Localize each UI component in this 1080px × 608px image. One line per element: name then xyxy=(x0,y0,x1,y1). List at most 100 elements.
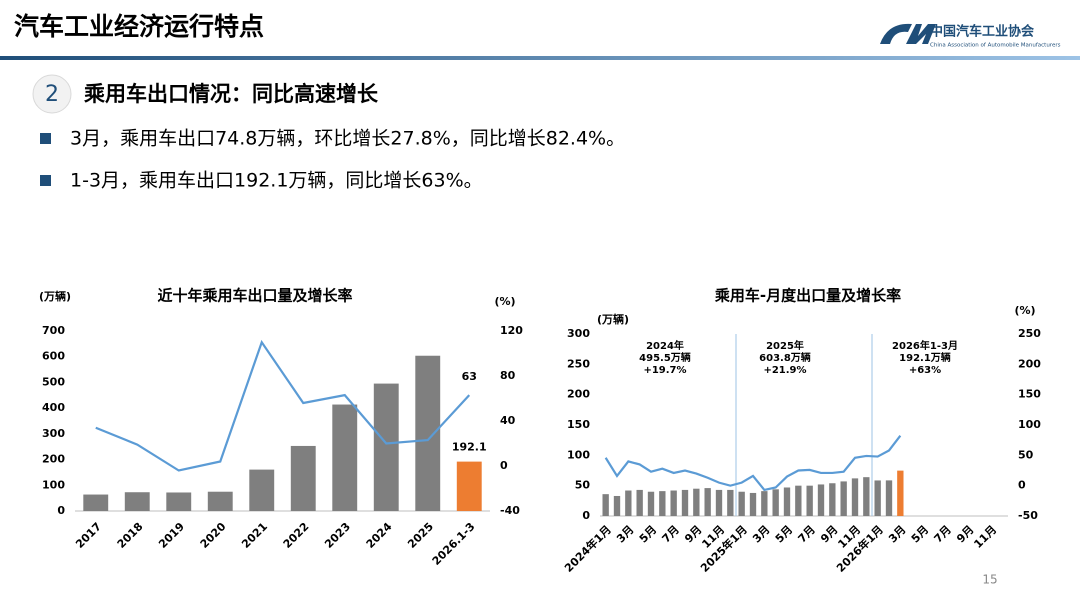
bullet-marker xyxy=(40,175,51,186)
x-tick-label: 2021 xyxy=(239,520,270,551)
bar xyxy=(727,489,734,516)
x-tick-label: 5月 xyxy=(909,523,931,545)
y-axis-unit: (万辆) xyxy=(39,289,71,303)
logo-cn: 中国汽车工业协会 xyxy=(930,24,1035,40)
y2-tick-label: 250 xyxy=(1018,327,1041,340)
bar xyxy=(625,490,632,516)
line-series xyxy=(604,435,902,492)
bar xyxy=(693,488,700,516)
logo-en: China Association of Automobile Manufact… xyxy=(930,43,1061,49)
page-number: 15 xyxy=(982,573,997,587)
y-axis-unit: (万辆) xyxy=(597,312,629,326)
x-tick-label: 2023 xyxy=(322,520,353,551)
y2-tick-label: 100 xyxy=(1018,418,1041,431)
annotation: +19.7% xyxy=(643,365,686,376)
y2-tick-label: -40 xyxy=(500,504,520,517)
x-tick-label: 7月 xyxy=(932,523,954,545)
y2-tick-label: 200 xyxy=(1018,357,1041,370)
bar xyxy=(124,492,150,511)
x-tick-label: 3月 xyxy=(886,523,908,545)
annotation: 495.5万辆 xyxy=(639,351,691,364)
bar xyxy=(897,470,904,516)
section-badge xyxy=(32,74,72,114)
y-tick-label: 400 xyxy=(42,401,65,414)
bar xyxy=(613,495,621,516)
bar xyxy=(885,480,893,516)
x-tick-label: 2025 xyxy=(405,520,436,551)
bar xyxy=(166,492,192,511)
x-tick-label: 2026.1-3 xyxy=(430,520,478,568)
y-tick-label: 200 xyxy=(42,453,65,466)
y-tick-label: 100 xyxy=(567,448,590,461)
y2-tick-label: -50 xyxy=(1018,509,1038,522)
bar xyxy=(290,445,316,511)
y2-axis-unit: (%) xyxy=(1014,304,1035,317)
bar xyxy=(602,494,609,516)
bullet-text: 1-3月，乘用车出口192.1万辆，同比增长63%。 xyxy=(70,170,483,192)
x-tick-label: 7月 xyxy=(660,523,682,545)
bar xyxy=(704,488,711,516)
x-tick-label: 3月 xyxy=(614,523,636,545)
bar xyxy=(681,489,689,516)
y-tick-label: 600 xyxy=(42,350,65,363)
logo-mark xyxy=(880,23,936,44)
bar xyxy=(670,490,677,516)
bar xyxy=(772,489,779,516)
y2-tick-label: 150 xyxy=(1018,388,1041,401)
bar xyxy=(636,489,643,516)
bar xyxy=(817,484,825,516)
y2-tick-label: 50 xyxy=(1018,448,1034,461)
bar xyxy=(715,489,723,516)
bar xyxy=(795,485,802,516)
bar xyxy=(249,469,275,511)
bar xyxy=(840,481,847,516)
y-tick-label: 200 xyxy=(567,388,590,401)
annotation: +21.9% xyxy=(763,365,806,376)
line-value-label: 63 xyxy=(462,370,477,383)
bar xyxy=(415,355,441,511)
y2-tick-label: 80 xyxy=(500,369,516,382)
bar xyxy=(456,461,482,511)
section-heading: 乘用车出口情况：同比高速增长 xyxy=(83,82,379,106)
bar xyxy=(749,492,757,516)
annotation: +63% xyxy=(909,365,941,376)
annotation: 2024年 xyxy=(646,339,684,352)
x-tick-label: 5月 xyxy=(773,523,795,545)
y-tick-label: 700 xyxy=(42,324,65,337)
annotation: 192.1万辆 xyxy=(899,351,951,364)
y-tick-label: 300 xyxy=(567,327,590,340)
bar xyxy=(863,477,870,516)
y-tick-label: 0 xyxy=(57,504,65,517)
y-tick-label: 250 xyxy=(567,357,590,370)
bar xyxy=(207,491,233,511)
x-tick-label: 7月 xyxy=(796,523,818,545)
x-tick-label: 5月 xyxy=(637,523,659,545)
x-tick-label: 11月 xyxy=(971,523,999,551)
y-tick-label: 50 xyxy=(575,479,591,492)
y2-axis-unit: (%) xyxy=(494,295,515,308)
bullet-text: 3月，乘用车出口74.8万辆，环比增长27.8%，同比增长82.4%。 xyxy=(70,128,625,150)
section-number: 2 xyxy=(45,82,59,107)
y2-tick-label: 120 xyxy=(500,324,523,337)
header-title: 汽车工业经济运行特点 xyxy=(14,12,264,41)
line-series xyxy=(95,339,471,472)
bar xyxy=(738,491,745,516)
y-tick-label: 300 xyxy=(42,427,65,440)
x-tick-label: 2017 xyxy=(73,520,104,551)
x-tick-label: 2018 xyxy=(115,520,146,551)
bar xyxy=(332,404,358,511)
y-tick-label: 0 xyxy=(582,509,590,522)
x-tick-label: 2024 xyxy=(364,520,395,551)
annotation: 2025年 xyxy=(766,339,804,352)
y-tick-label: 150 xyxy=(567,418,590,431)
header-rule xyxy=(0,56,1080,60)
bar xyxy=(806,485,813,516)
bar xyxy=(83,494,109,511)
x-tick-label: 3月 xyxy=(750,523,772,545)
x-tick-label: 2024年1月 xyxy=(561,522,614,575)
x-tick-label: 2022 xyxy=(281,520,312,551)
annotation: 603.8万辆 xyxy=(759,351,811,364)
annotation: 2026年1-3月 xyxy=(892,339,958,352)
